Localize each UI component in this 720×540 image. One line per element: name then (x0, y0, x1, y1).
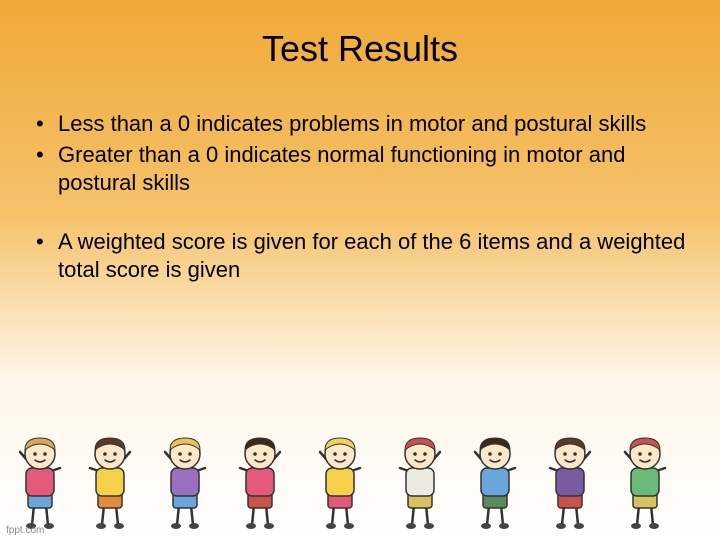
watermark-text: fppt.com (6, 525, 44, 536)
bullet-item: A weighted score is given for each of th… (30, 228, 690, 285)
bullet-list: Less than a 0 indicates problems in moto… (30, 110, 690, 198)
bullet-list: A weighted score is given for each of th… (30, 228, 690, 285)
bullet-item: Less than a 0 indicates problems in moto… (30, 110, 690, 139)
children-illustration (0, 420, 720, 540)
page-title: Test Results (0, 0, 720, 70)
bullet-item: Greater than a 0 indicates normal functi… (30, 141, 690, 198)
content-area: Less than a 0 indicates problems in moto… (0, 70, 720, 285)
